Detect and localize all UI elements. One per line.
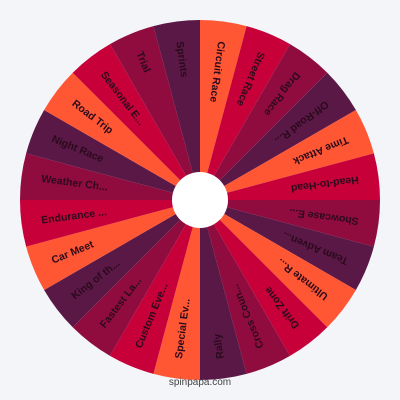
wheel-segment[interactable] (200, 200, 247, 380)
wheel-segment[interactable] (200, 20, 247, 200)
wheel-segment[interactable] (110, 26, 200, 200)
wheel-segment[interactable] (44, 200, 201, 328)
wheel-hub[interactable] (172, 172, 228, 228)
wheel-segment[interactable] (200, 200, 290, 374)
wheel-segment[interactable] (44, 72, 201, 200)
wheel-segment[interactable] (153, 200, 200, 381)
wheel-segment[interactable] (26, 200, 200, 290)
wheel-segments[interactable] (19, 19, 380, 381)
wheel-segment[interactable] (200, 110, 374, 200)
site-watermark: spinpapa.com (168, 377, 232, 388)
wheel-segment[interactable] (153, 19, 200, 200)
wheel-segment[interactable] (20, 200, 200, 247)
wheel-segment[interactable] (19, 153, 200, 200)
wheel-segment[interactable] (72, 44, 200, 201)
wheel-segment[interactable] (200, 200, 356, 328)
wheel-segment-label: Sprints (173, 41, 190, 79)
wheel-segment[interactable] (200, 153, 380, 200)
wheel-segment[interactable] (200, 200, 328, 356)
wheel-segment[interactable] (26, 110, 200, 200)
wheel-segment[interactable] (200, 200, 374, 290)
wheel-segment[interactable] (110, 200, 200, 374)
wheel-segment[interactable] (200, 26, 290, 200)
wheel-segment-label: Rally (211, 333, 226, 360)
wheel-segment[interactable] (200, 44, 328, 201)
wheel-segment[interactable] (200, 72, 356, 200)
wheel-segment[interactable] (72, 200, 200, 356)
wheel-segment[interactable] (200, 200, 380, 247)
